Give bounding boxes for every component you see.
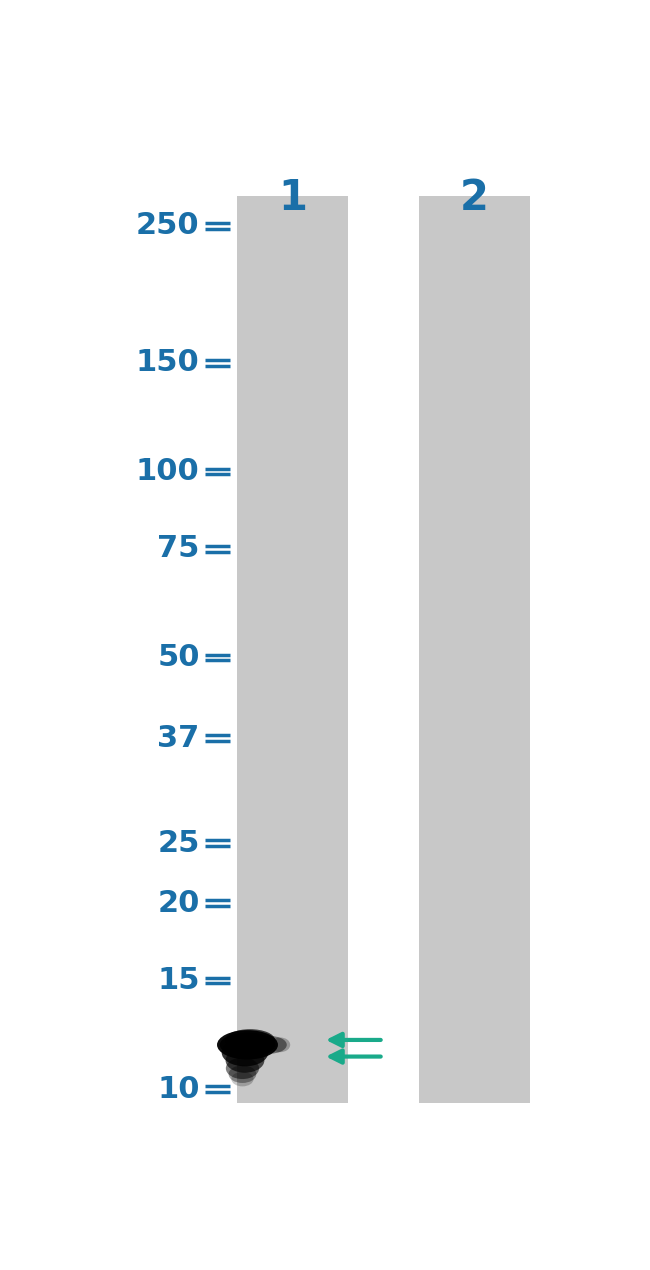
Ellipse shape — [220, 1033, 275, 1057]
Ellipse shape — [270, 1038, 290, 1052]
Bar — [419, 197, 530, 1102]
Ellipse shape — [229, 1066, 256, 1083]
Text: 250: 250 — [136, 211, 200, 240]
Ellipse shape — [254, 1036, 287, 1054]
Ellipse shape — [226, 1048, 265, 1073]
Text: 25: 25 — [157, 829, 200, 859]
Text: 20: 20 — [157, 889, 200, 918]
Text: 50: 50 — [157, 643, 200, 672]
Ellipse shape — [222, 1039, 268, 1067]
Text: 1: 1 — [278, 177, 307, 218]
Text: 75: 75 — [157, 535, 200, 563]
Text: 37: 37 — [157, 724, 200, 753]
Ellipse shape — [226, 1058, 259, 1079]
Text: 2: 2 — [460, 177, 489, 218]
Ellipse shape — [225, 1029, 275, 1050]
Text: 150: 150 — [136, 348, 200, 377]
Ellipse shape — [231, 1072, 254, 1086]
Text: 100: 100 — [136, 457, 200, 486]
Text: 10: 10 — [157, 1074, 200, 1104]
Ellipse shape — [217, 1030, 278, 1059]
Bar — [237, 197, 348, 1102]
Text: 15: 15 — [157, 966, 200, 994]
